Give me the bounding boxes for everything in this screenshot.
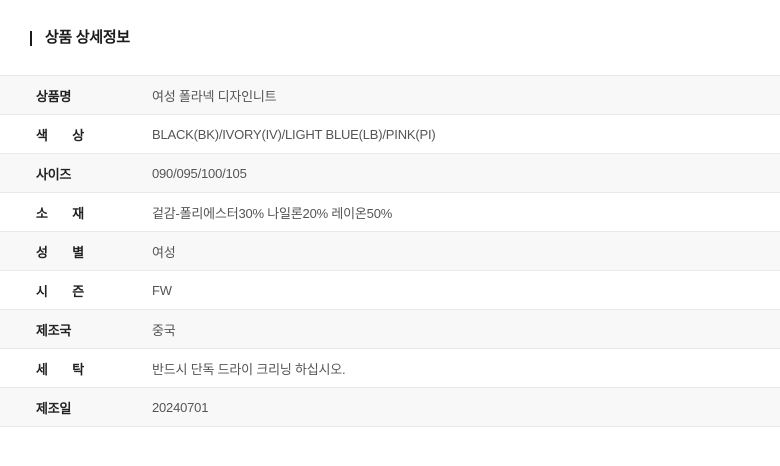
spec-label-cell: 상품명 <box>0 75 152 115</box>
spec-label-cell: 시 즌 <box>0 270 152 310</box>
spec-label-text: 세 탁 <box>36 361 84 377</box>
spec-label-text: 제조일 <box>36 400 72 416</box>
accent-bar-icon <box>30 30 32 46</box>
table-row: 사이즈 090/095/100/105 <box>0 153 780 193</box>
spec-value-cell: 090/095/100/105 <box>152 153 780 193</box>
spec-value-cell: FW <box>152 270 780 310</box>
spec-label-text: 제조국 <box>36 322 72 338</box>
table-row: 소 재 겉감-폴리에스터30% 나일론20% 레이온50% <box>0 192 780 232</box>
table-row: 색 상 BLACK(BK)/IVORY(IV)/LIGHT BLUE(LB)/PI… <box>0 114 780 154</box>
spec-value-cell: BLACK(BK)/IVORY(IV)/LIGHT BLUE(LB)/PINK(… <box>152 114 780 154</box>
table-row: 성 별 여성 <box>0 231 780 271</box>
table-row: 시 즌 FW <box>0 270 780 310</box>
spec-value-cell: 여성 폴라넥 디자인니트 <box>152 75 780 115</box>
table-row: 제조국 중국 <box>0 309 780 349</box>
spec-label-cell: 제조일 <box>0 387 152 427</box>
spec-label-cell: 색 상 <box>0 114 152 154</box>
section-header: 상품 상세정보 <box>0 0 780 75</box>
spec-value-cell: 반드시 단독 드라이 크리닝 하십시오. <box>152 348 780 388</box>
spec-label-cell: 세 탁 <box>0 348 152 388</box>
spec-value-cell: 여성 <box>152 231 780 271</box>
spec-value-cell: 겉감-폴리에스터30% 나일론20% 레이온50% <box>152 192 780 232</box>
spec-label-cell: 사이즈 <box>0 153 152 193</box>
page-title: 상품 상세정보 <box>45 29 130 46</box>
spec-label-text: 색 상 <box>36 127 84 143</box>
spec-label-cell: 성 별 <box>0 231 152 271</box>
spec-label-text: 시 즌 <box>36 283 84 299</box>
table-row: 제조일 20240701 <box>0 387 780 427</box>
spec-value-cell: 20240701 <box>152 387 780 427</box>
spec-label-text: 상품명 <box>36 88 72 104</box>
spec-label-text: 소 재 <box>36 205 84 221</box>
spec-label-cell: 제조국 <box>0 309 152 349</box>
spec-label-text: 성 별 <box>36 244 84 260</box>
table-row: 상품명 여성 폴라넥 디자인니트 <box>0 75 780 115</box>
spec-value-cell: 중국 <box>152 309 780 349</box>
table-row: 세 탁 반드시 단독 드라이 크리닝 하십시오. <box>0 348 780 388</box>
spec-label-text: 사이즈 <box>36 166 72 182</box>
spec-label-cell: 소 재 <box>0 192 152 232</box>
